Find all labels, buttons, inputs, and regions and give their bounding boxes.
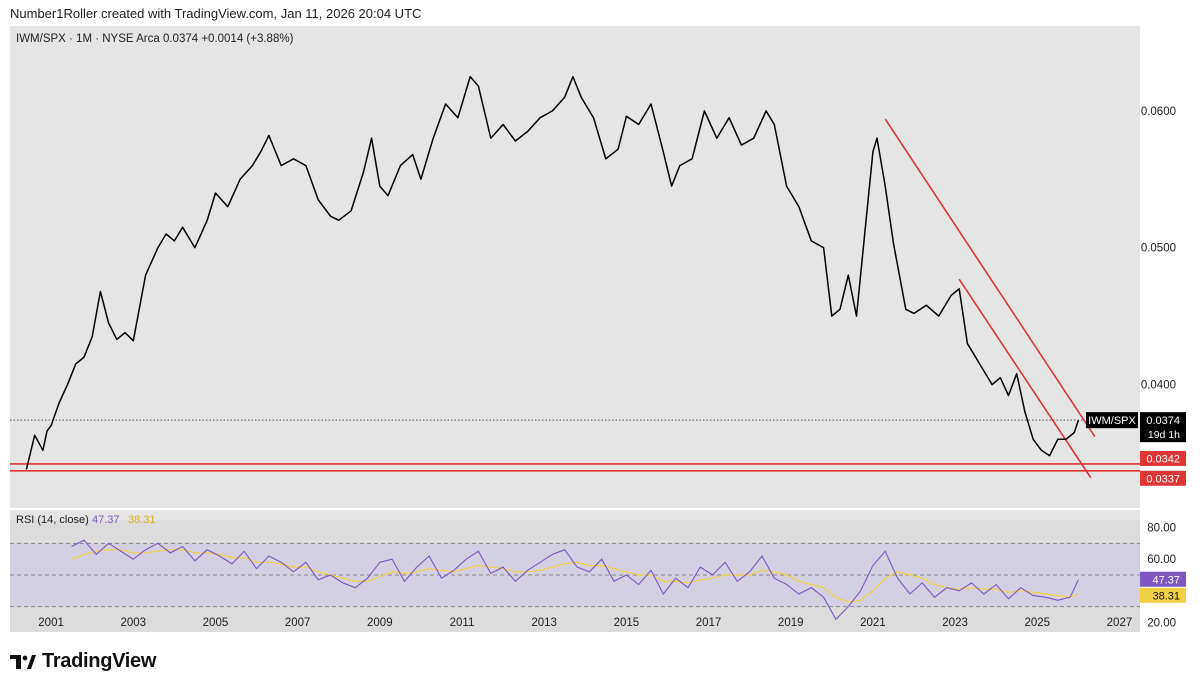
downtrend-upper-trendline[interactable] — [884, 118, 1096, 438]
x-tick-label-9: 2019 — [778, 617, 804, 629]
brand-name: TradingView — [42, 650, 157, 672]
rsi-value-label: 47.37 — [1140, 571, 1186, 587]
x-tick-label-12: 2025 — [1024, 617, 1050, 629]
rsi-ma-line — [71, 549, 1079, 603]
x-tick-label-3: 2007 — [285, 617, 311, 629]
y-tick-label-0: 0.0600 — [1141, 106, 1176, 118]
x-tick-label-2: 2005 — [203, 617, 229, 629]
x-tick-label-7: 2015 — [614, 617, 640, 629]
x-tick-label-5: 2011 — [450, 617, 475, 629]
downtrend-lower-trendline[interactable] — [958, 278, 1092, 479]
level-label-text-0: 0.0342 — [1146, 453, 1180, 465]
x-tick-label-4: 2009 — [367, 617, 393, 629]
y-tick-label-2: 0.0400 — [1141, 380, 1176, 392]
level-label-0: 0.0342 — [1140, 450, 1186, 466]
axes: 0.0600 0.0500 0.0400 80.00 60.00 20.00 2001 200… — [38, 106, 1186, 630]
rsi-legend: RSI (14, close) — [16, 514, 89, 526]
x-tick-label-11: 2023 — [942, 617, 968, 629]
level-label-text-1: 0.0337 — [1146, 473, 1180, 485]
countdown-text: 19d 1h — [1148, 429, 1180, 441]
symbol-tag: IWM/SPX — [1086, 412, 1138, 429]
x-tick-label-1: 2003 — [120, 617, 146, 629]
level-label-1: 0.0337 — [1140, 470, 1186, 486]
x-tick-label-10: 2021 — [860, 617, 886, 629]
chart-caption: Number1Roller created with TradingView.c… — [10, 6, 422, 21]
last-value-text: 0.0374 — [1146, 415, 1180, 427]
rsi-legend-ma: 38.31 — [128, 514, 156, 526]
rsi-line — [71, 539, 1079, 621]
rsi-ma-value-label: 38.31 — [1140, 587, 1186, 603]
rsi-ma-value-text: 38.31 — [1152, 590, 1180, 602]
x-tick-label-0: 2001 — [38, 617, 64, 629]
x-tick-label-13: 2027 — [1107, 617, 1133, 629]
rsi-legend-value: 47.37 — [92, 514, 120, 526]
symbol-legend: IWM/SPX · 1M · NYSE Arca 0.0374 +0.0014 … — [16, 33, 294, 45]
x-tick-label-6: 2013 — [531, 617, 557, 629]
rsi-y-tick-label-1: 60.00 — [1147, 554, 1176, 566]
price-pane — [10, 75, 1140, 479]
symbol-tag-text: IWM/SPX — [1088, 415, 1136, 427]
rsi-value-text: 47.37 — [1152, 574, 1180, 586]
x-tick-label-8: 2017 — [696, 617, 722, 629]
rsi-pane — [10, 539, 1140, 621]
price-series-line — [25, 75, 1080, 470]
rsi-y-tick-label-2: 20.00 — [1147, 618, 1176, 630]
y-tick-label-1: 0.0500 — [1141, 243, 1176, 255]
last-value-label: 0.0374 19d 1h — [1140, 412, 1186, 443]
tradingview-logo-icon — [10, 654, 36, 669]
tradingview-logo[interactable]: TradingView — [10, 650, 156, 673]
rsi-y-tick-label-0: 80.00 — [1147, 523, 1176, 535]
